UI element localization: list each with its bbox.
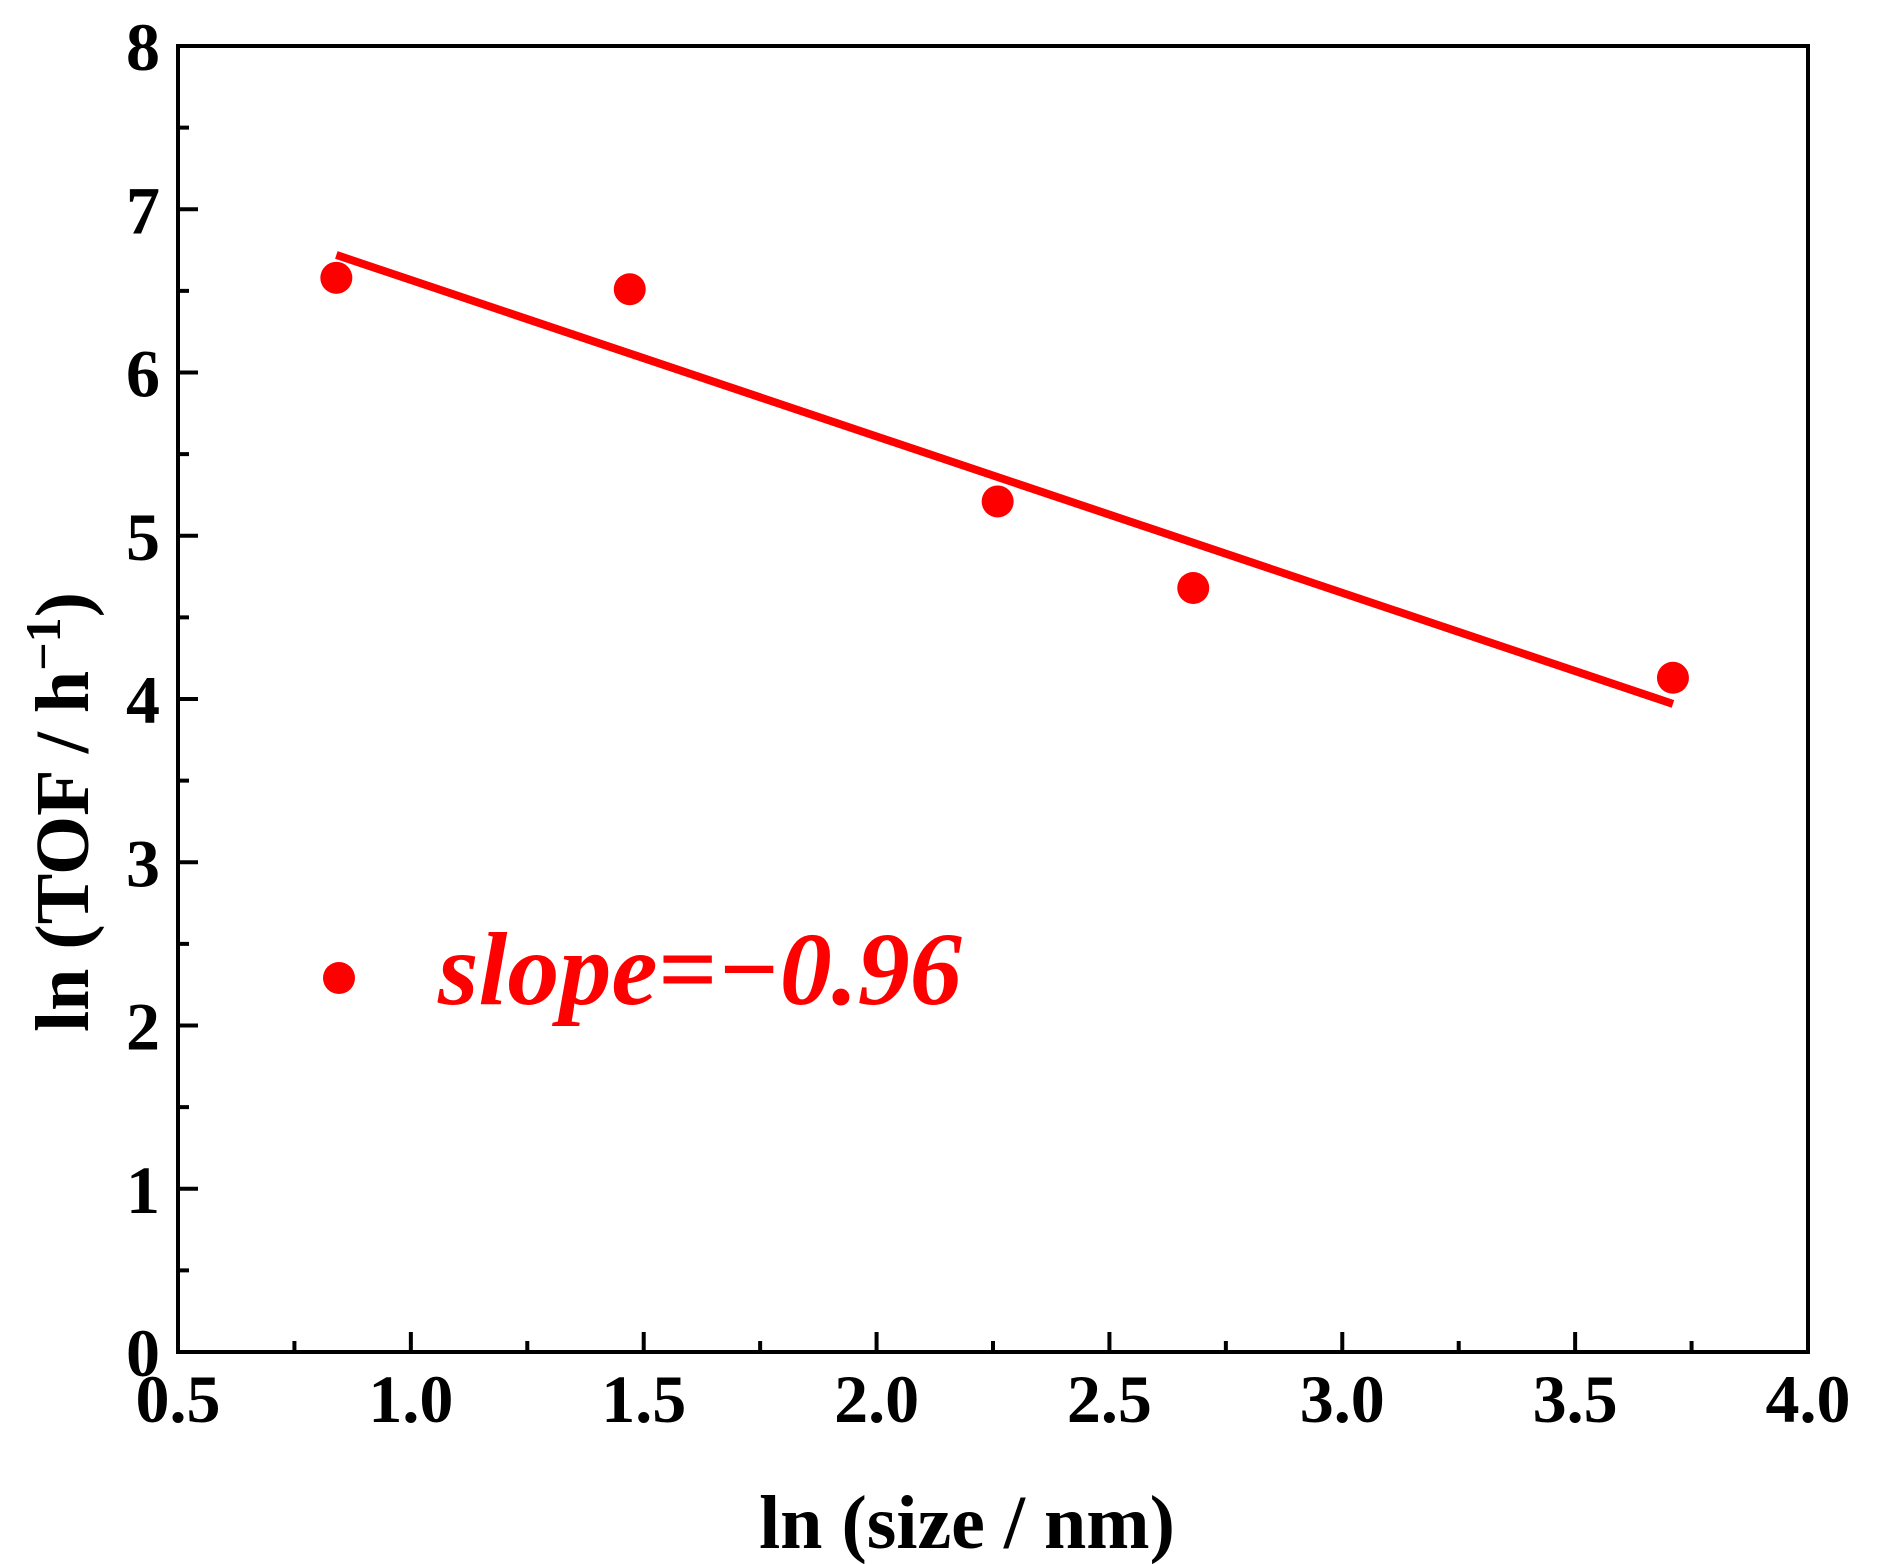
x-tick-label: 1.0: [368, 1361, 453, 1437]
x-tick-label: 3.0: [1300, 1361, 1385, 1437]
x-tick-label: 4.0: [1766, 1361, 1851, 1437]
y-tick-label: 2: [126, 989, 160, 1065]
data-point: [1177, 571, 1210, 604]
x-tick-label: 2.0: [834, 1361, 919, 1437]
x-tick-label: 1.5: [601, 1361, 686, 1437]
y-tick-label: 4: [126, 662, 160, 738]
y-tick-label: 8: [126, 9, 160, 85]
y-axis-title-close: ): [21, 592, 105, 617]
legend-marker: [323, 962, 355, 994]
y-axis-title: ln (TOF / h−1): [15, 592, 105, 1032]
y-tick-label: 0: [126, 1315, 160, 1391]
y-tick-label: 5: [126, 499, 160, 575]
y-axis-title-main: ln (TOF / h: [21, 671, 105, 1032]
data-point: [320, 261, 353, 294]
legend-label: slope=−0.96: [437, 912, 962, 1027]
y-tick-label: 7: [126, 172, 160, 248]
y-tick-label: 1: [126, 1152, 160, 1228]
x-tick-label: 0.5: [136, 1361, 221, 1437]
y-axis-title-superscript: −1: [15, 617, 71, 671]
x-tick-label: 2.5: [1067, 1361, 1152, 1437]
y-tick-label: 3: [126, 825, 160, 901]
data-point: [1656, 661, 1689, 694]
plot-frame: [176, 44, 1810, 1354]
data-point: [981, 485, 1014, 518]
fit-line: [335, 251, 1675, 708]
y-tick-label: 6: [126, 336, 160, 412]
x-axis-title: ln (size / nm): [759, 1481, 1175, 1564]
data-point: [613, 273, 646, 306]
x-tick-label: 3.5: [1533, 1361, 1618, 1437]
